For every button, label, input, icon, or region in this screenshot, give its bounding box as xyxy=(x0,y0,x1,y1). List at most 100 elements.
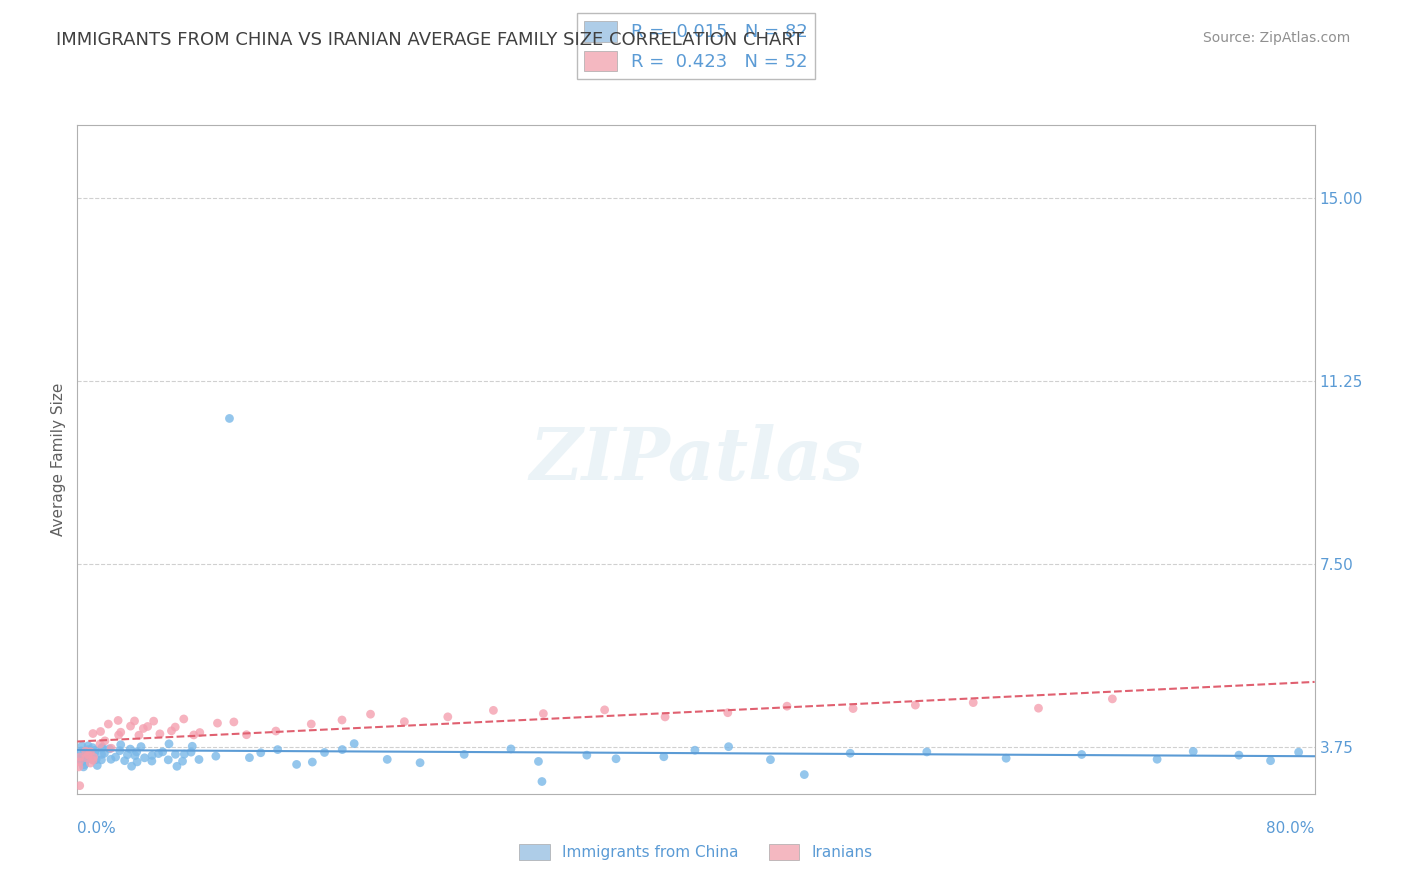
Point xyxy=(82,753,104,767)
Point xyxy=(70,744,93,758)
Point xyxy=(152,745,174,759)
Point xyxy=(330,742,353,756)
Text: 0.0%: 0.0% xyxy=(77,821,117,836)
Point xyxy=(654,710,676,724)
Point xyxy=(165,720,187,734)
Point xyxy=(107,728,129,742)
Point xyxy=(104,750,127,764)
Point xyxy=(962,696,984,710)
Point xyxy=(69,779,91,793)
Point xyxy=(188,725,211,739)
Point xyxy=(107,714,129,728)
Point xyxy=(90,753,112,767)
Point xyxy=(605,752,627,766)
Point xyxy=(83,746,105,760)
Point xyxy=(93,747,115,761)
Point xyxy=(124,714,146,728)
Point xyxy=(132,722,155,736)
Point xyxy=(86,758,108,772)
Point xyxy=(249,746,271,760)
Point xyxy=(82,726,104,740)
Point xyxy=(394,714,416,729)
Point xyxy=(100,752,122,766)
Point xyxy=(141,754,163,768)
Point xyxy=(652,749,675,764)
Point xyxy=(75,744,97,758)
Point xyxy=(235,728,257,742)
Point xyxy=(166,759,188,773)
Point xyxy=(129,739,152,754)
Point xyxy=(207,716,229,731)
Point xyxy=(77,739,100,753)
Point xyxy=(120,742,142,756)
Point xyxy=(360,707,382,722)
Point xyxy=(188,752,211,766)
Point xyxy=(717,739,740,754)
Point xyxy=(84,753,107,767)
Point xyxy=(98,742,121,756)
Point xyxy=(70,754,93,768)
Point xyxy=(1260,754,1282,768)
Point xyxy=(301,755,323,769)
Point xyxy=(180,745,202,759)
Point xyxy=(128,728,150,742)
Point xyxy=(120,719,142,733)
Point xyxy=(1070,747,1092,762)
Point xyxy=(67,755,90,769)
Point xyxy=(90,741,112,756)
Point xyxy=(793,767,815,781)
Point xyxy=(90,724,112,739)
Point xyxy=(181,739,204,754)
Legend: Immigrants from China, Iranians: Immigrants from China, Iranians xyxy=(513,838,879,866)
Point xyxy=(530,774,553,789)
Point xyxy=(77,747,100,762)
Point xyxy=(90,747,112,762)
Point xyxy=(776,699,799,714)
Point xyxy=(222,714,245,729)
Text: 80.0%: 80.0% xyxy=(1267,821,1315,836)
Point xyxy=(173,712,195,726)
Point xyxy=(79,750,101,764)
Point xyxy=(91,740,114,755)
Point xyxy=(83,750,105,764)
Point xyxy=(683,743,706,757)
Point xyxy=(72,760,94,774)
Point xyxy=(110,725,132,739)
Point xyxy=(73,757,96,772)
Point xyxy=(160,723,183,738)
Point xyxy=(149,727,172,741)
Text: ZIPatlas: ZIPatlas xyxy=(529,424,863,495)
Point xyxy=(108,744,131,758)
Point xyxy=(436,710,458,724)
Point xyxy=(124,748,146,763)
Point xyxy=(69,750,91,764)
Point xyxy=(134,751,156,765)
Point xyxy=(482,703,505,717)
Text: IMMIGRANTS FROM CHINA VS IRANIAN AVERAGE FAMILY SIZE CORRELATION CHART: IMMIGRANTS FROM CHINA VS IRANIAN AVERAGE… xyxy=(56,31,804,49)
Point xyxy=(100,741,122,756)
Point xyxy=(1028,701,1050,715)
Point xyxy=(142,714,165,728)
Point xyxy=(1182,744,1205,758)
Point xyxy=(314,746,336,760)
Point xyxy=(117,747,139,762)
Point xyxy=(77,742,100,756)
Point xyxy=(409,756,432,770)
Point xyxy=(238,750,260,764)
Point xyxy=(1146,752,1168,766)
Point xyxy=(575,748,598,763)
Point xyxy=(94,734,117,748)
Point xyxy=(75,754,97,768)
Point xyxy=(89,737,111,751)
Point xyxy=(97,717,120,731)
Text: Source: ZipAtlas.com: Source: ZipAtlas.com xyxy=(1202,31,1350,45)
Point xyxy=(75,750,97,764)
Point xyxy=(759,753,782,767)
Point xyxy=(110,738,132,752)
Point xyxy=(527,755,550,769)
Point xyxy=(1101,692,1123,706)
Point xyxy=(299,717,322,731)
Point xyxy=(65,749,87,764)
Point xyxy=(82,753,104,767)
Point xyxy=(67,752,90,766)
